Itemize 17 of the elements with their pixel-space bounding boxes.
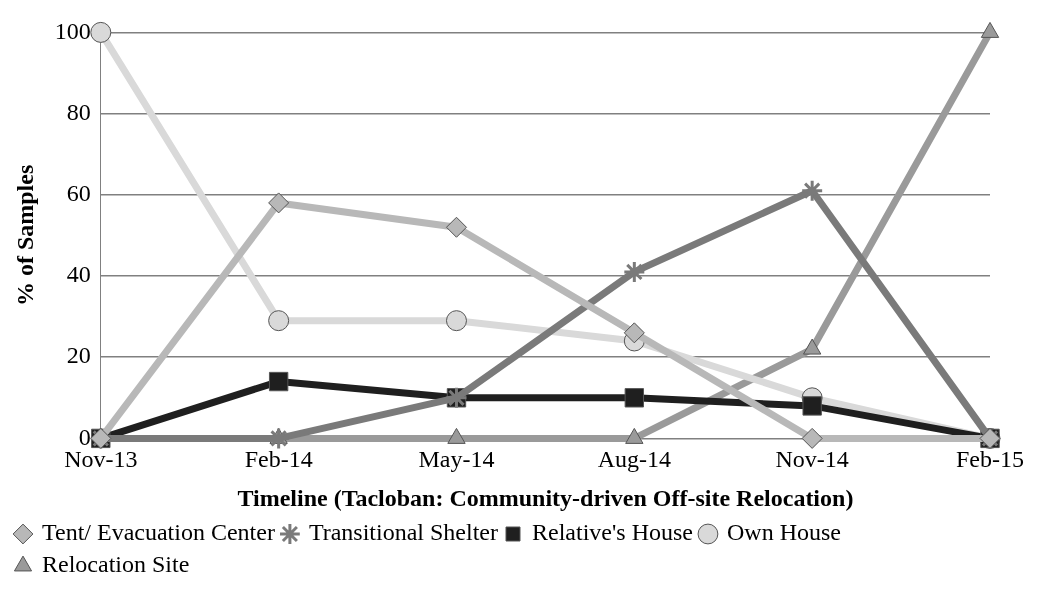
y-tick-label: 40 bbox=[66, 261, 91, 288]
x-tick-label: Aug-14 bbox=[597, 446, 671, 473]
legend-label: Transitional Shelter bbox=[308, 519, 499, 546]
legend-label: Relative's House bbox=[532, 519, 693, 546]
y-tick-label: 20 bbox=[66, 342, 91, 369]
legend-label: Relocation Site bbox=[42, 551, 190, 578]
x-tick-label: Feb-14 bbox=[244, 446, 313, 473]
y-tick-label: 60 bbox=[66, 180, 91, 207]
y-axis-title: % of Samples bbox=[11, 164, 38, 307]
legend-label: Own House bbox=[726, 519, 841, 546]
legend-label: Tent/ Evacuation Center bbox=[42, 519, 275, 546]
x-tick-label: May-14 bbox=[418, 446, 495, 473]
y-tick-label: 100 bbox=[54, 17, 91, 44]
x-axis-title: Timeline (Tacloban: Community-driven Off-site Relocation) bbox=[237, 484, 854, 511]
y-tick-label: 80 bbox=[66, 98, 91, 125]
x-tick-label: Nov-14 bbox=[775, 446, 849, 473]
x-tick-label: Feb-15 bbox=[956, 446, 1024, 473]
